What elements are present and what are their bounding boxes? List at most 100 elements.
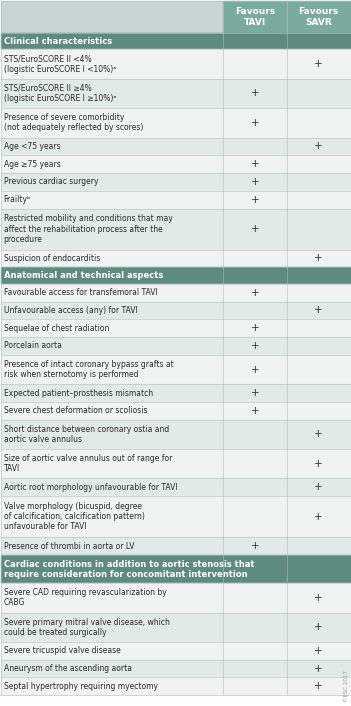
Text: Aortic root morphology unfavourable for TAVI: Aortic root morphology unfavourable for …	[4, 483, 177, 492]
Text: +: +	[251, 177, 259, 187]
Bar	[0, 108, 223, 138]
Bar	[287, 249, 351, 268]
Bar	[287, 191, 351, 208]
Bar	[287, 79, 351, 108]
Text: Septal hypertrophy requiring myectomy: Septal hypertrophy requiring myectomy	[4, 682, 158, 691]
Text: +: +	[314, 306, 323, 316]
Bar	[223, 537, 287, 555]
Bar	[223, 355, 287, 384]
Text: +: +	[251, 224, 259, 234]
Text: Restricted mobility and conditions that may
affect the rehabilitation process af: Restricted mobility and conditions that …	[4, 215, 172, 244]
Bar	[0, 402, 223, 420]
Text: Cardiac conditions in addition to aortic stenosis that
require consideration for: Cardiac conditions in addition to aortic…	[4, 560, 254, 579]
Bar	[0, 449, 223, 479]
Bar	[0, 1, 223, 33]
Text: +: +	[314, 622, 323, 633]
Bar	[287, 301, 351, 319]
Text: +: +	[314, 512, 323, 522]
Text: +: +	[314, 141, 323, 151]
Bar	[0, 138, 223, 155]
Bar	[287, 319, 351, 337]
Bar	[223, 496, 287, 537]
Text: +: +	[314, 593, 323, 603]
Bar	[223, 1, 287, 33]
Bar	[287, 108, 351, 138]
Bar	[223, 613, 287, 642]
Bar	[223, 420, 287, 449]
Bar	[0, 384, 223, 402]
Bar	[0, 33, 351, 49]
Bar	[287, 449, 351, 479]
Text: Favours
SAVR: Favours SAVR	[298, 7, 339, 27]
Bar	[287, 1, 351, 33]
Bar	[287, 138, 351, 155]
Bar	[0, 79, 223, 108]
Text: Anatomical and technical aspects: Anatomical and technical aspects	[4, 271, 163, 280]
Bar	[223, 191, 287, 208]
Text: +: +	[251, 541, 259, 551]
Bar	[0, 659, 223, 678]
Bar	[0, 284, 223, 301]
Text: +: +	[314, 59, 323, 69]
Text: Favours
TAVI: Favours TAVI	[235, 7, 275, 27]
Text: Porcelain aorta: Porcelain aorta	[4, 342, 61, 350]
Text: +: +	[251, 88, 259, 98]
Bar	[223, 155, 287, 173]
Text: Severe CAD requiring revascularization by
CABG: Severe CAD requiring revascularization b…	[4, 588, 166, 607]
Bar	[223, 138, 287, 155]
Bar	[223, 659, 287, 678]
Text: Previous cardiac surgery: Previous cardiac surgery	[4, 177, 98, 186]
Bar	[223, 583, 287, 613]
Bar	[223, 49, 287, 79]
Text: +: +	[314, 459, 323, 469]
Bar	[287, 208, 351, 249]
Bar	[223, 173, 287, 191]
Text: Severe primary mitral valve disease, which
could be treated surgically: Severe primary mitral valve disease, whi…	[4, 618, 170, 637]
Bar	[0, 268, 351, 284]
Text: STS/EuroSCORE II <4%
(logistic EuroSCORE I <10%)ᵃ: STS/EuroSCORE II <4% (logistic EuroSCORE…	[4, 54, 116, 73]
Text: Severe tricuspid valve disease: Severe tricuspid valve disease	[4, 646, 120, 655]
Bar	[223, 479, 287, 496]
Bar	[287, 337, 351, 355]
Bar	[0, 319, 223, 337]
Text: +: +	[314, 646, 323, 656]
Bar	[287, 284, 351, 301]
Bar	[0, 49, 223, 79]
Text: +: +	[314, 681, 323, 691]
Text: Severe chest deformation or scoliosis: Severe chest deformation or scoliosis	[4, 407, 147, 415]
Text: Age <75 years: Age <75 years	[4, 142, 60, 151]
Text: +: +	[251, 159, 259, 169]
Text: Presence of severe comorbidity
(not adequately reflected by scores): Presence of severe comorbidity (not adeq…	[4, 113, 143, 132]
Bar	[0, 208, 223, 249]
Text: Valve morphology (bicuspid, degree
of calcification, calcification pattern)
unfa: Valve morphology (bicuspid, degree of ca…	[4, 502, 144, 532]
Bar	[223, 678, 287, 695]
Text: +: +	[251, 341, 259, 351]
Text: Sequelae of chest radiation: Sequelae of chest radiation	[4, 324, 109, 333]
Text: +: +	[251, 195, 259, 205]
Text: Age ≥75 years: Age ≥75 years	[4, 160, 60, 169]
Bar	[0, 479, 223, 496]
Bar	[287, 420, 351, 449]
Bar	[287, 479, 351, 496]
Bar	[223, 319, 287, 337]
Bar	[0, 173, 223, 191]
Bar	[223, 301, 287, 319]
Text: Size of aortic valve annulus out of range for
TAVI: Size of aortic valve annulus out of rang…	[4, 454, 172, 473]
Text: +: +	[251, 406, 259, 416]
Bar	[0, 337, 223, 355]
Text: ©ESC 2017: ©ESC 2017	[344, 670, 350, 702]
Bar	[287, 49, 351, 79]
Bar	[287, 642, 351, 659]
Text: Expected patient–prosthesis mismatch: Expected patient–prosthesis mismatch	[4, 388, 153, 397]
Bar	[287, 678, 351, 695]
Bar	[223, 642, 287, 659]
Bar	[0, 301, 223, 319]
Text: Aneurysm of the ascending aorta: Aneurysm of the ascending aorta	[4, 664, 132, 673]
Text: Frailtyᵇ: Frailtyᵇ	[4, 195, 31, 204]
Text: +: +	[314, 429, 323, 439]
Text: +: +	[251, 364, 259, 374]
Bar	[0, 249, 223, 268]
Bar	[287, 583, 351, 613]
Bar	[287, 384, 351, 402]
Bar	[0, 583, 223, 613]
